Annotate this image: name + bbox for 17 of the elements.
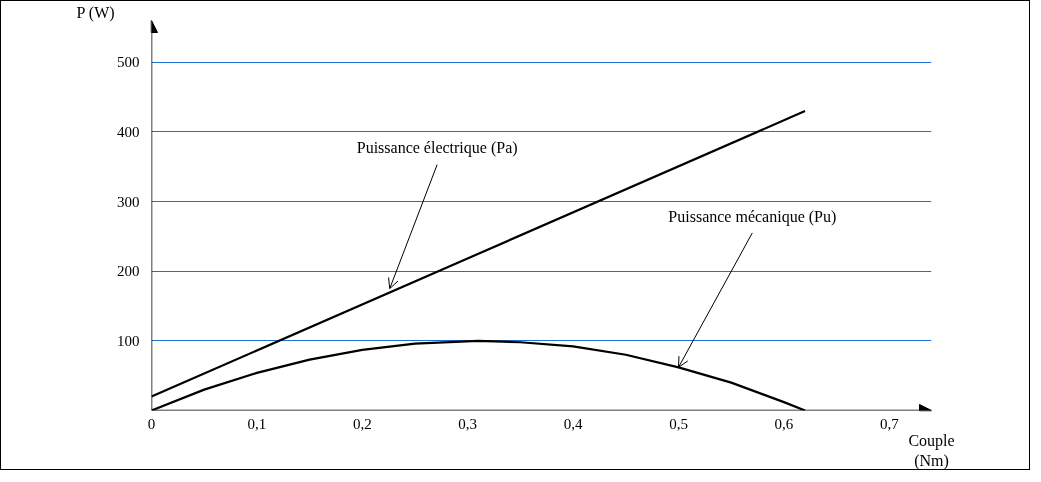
- x-tick-label: 0,4: [563, 415, 583, 432]
- x-tick-label: 0,1: [247, 415, 267, 432]
- x-tick-label: 0,7: [879, 415, 900, 432]
- annotation: Puissance électrique (Pa): [356, 139, 518, 158]
- y-axis-title: P (W): [76, 3, 115, 22]
- x-tick-label: 0,6: [774, 415, 794, 432]
- y-tick-label: 100: [117, 332, 140, 349]
- annotation: Puissance mécanique (Pu): [668, 207, 837, 226]
- x-tick-label: 0: [147, 415, 156, 432]
- y-tick-label: 500: [117, 54, 140, 71]
- y-tick-label: 300: [117, 193, 140, 210]
- y-tick-label: 200: [117, 263, 140, 280]
- x-tick-label: 0,5: [669, 415, 688, 432]
- x-tick-label: 0,2: [352, 415, 372, 432]
- x-axis-title: Couple (Nm): [908, 431, 955, 470]
- y-tick-label: 400: [117, 123, 140, 140]
- x-tick-label: 0,3: [458, 415, 478, 432]
